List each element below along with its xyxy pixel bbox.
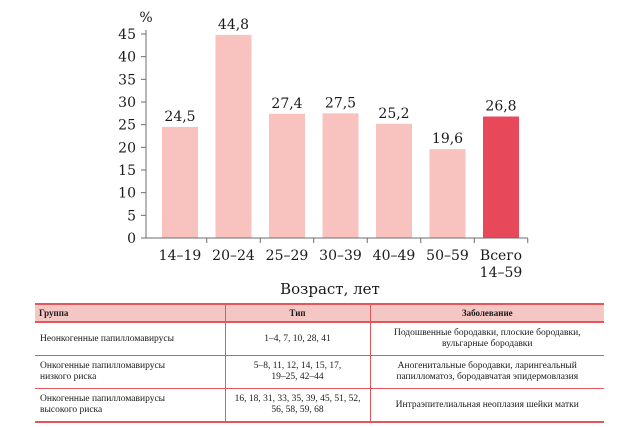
table-row: Онкогенные папилломавирусы низкого риска … [35, 355, 604, 389]
cell-type: 16, 18, 31, 33, 35, 39, 45, 51, 52, 56, 5… [224, 388, 371, 423]
bars: 24,5 44,8 27,4 27,5 25,2 19,6 26,8 [162, 17, 519, 239]
x-axis-title: Возраст, лет [280, 280, 380, 298]
bar-value-label: 24,5 [164, 109, 195, 125]
x-tick-label: 25–29 [266, 248, 309, 264]
header-disease: Заболевание [370, 303, 604, 323]
cell-type: 1–4, 7, 10, 28, 41 [224, 322, 371, 356]
bar-value-label: 26,8 [485, 99, 516, 115]
x-tick-label: 30–39 [319, 248, 362, 264]
cell-line: папилломатоз, бородавчатая эпидермовлази… [396, 372, 579, 382]
y-tick-label: 25 [118, 118, 136, 134]
cell-line: 19–25, 42–44 [271, 372, 324, 382]
table-header-row: Группа Тип Заболевание [35, 303, 604, 323]
cell-group: Неонкогенные папилломавирусы [35, 322, 225, 356]
header-type: Тип [224, 303, 371, 323]
bar-7 [483, 116, 519, 238]
cell-disease: Интраэпителиальная неоплазия шейки матки [370, 388, 604, 423]
cell-disease: Аногенитальные бородавки, ларингеальный п… [370, 355, 604, 389]
table-row: Онкогенные папилломавирусы высокого риска… [35, 388, 604, 423]
bar-value-label: 25,2 [378, 106, 409, 122]
header-group: Группа [35, 303, 225, 323]
y-unit-label: % [139, 10, 152, 26]
cell-disease: Подошвенные бородавки, плоские бородавки… [370, 322, 604, 356]
cell-line: высокого риска [40, 405, 103, 415]
x-tick-label: 20–24 [212, 248, 255, 264]
cell-line: Интраэпителиальная неоплазия шейки матки [395, 399, 579, 410]
y-tick-label: 5 [127, 208, 136, 224]
x-tick-label: 14–19 [159, 248, 202, 264]
bar-3 [269, 113, 305, 238]
cell-line: вульгарные бородавки [441, 339, 533, 349]
cell-line: Онкогенные папилломавирусы [40, 394, 166, 404]
y-tick-label: 45 [118, 27, 136, 43]
x-tick-label: 40–49 [373, 248, 416, 264]
cell-type: 5–8, 11, 12, 14, 15, 17, 19–25, 42–44 [224, 355, 371, 389]
y-tick-label: 30 [118, 95, 136, 111]
cell-line: низкого риска [40, 372, 97, 382]
bar-2 [215, 34, 252, 239]
y-tick-label: 40 [118, 50, 136, 66]
cell-group: Онкогенные папилломавирусы низкого риска [35, 355, 225, 389]
x-tick-label: 14–59 [480, 265, 523, 281]
y-tick-label: 10 [118, 186, 136, 202]
cell-line: 56, 58, 59, 68 [271, 405, 324, 415]
hpv-types-table: Группа Тип Заболевание Неонкогенные папи… [35, 303, 604, 423]
y-tick-label: 35 [118, 72, 136, 88]
bar-value-label: 27,5 [325, 95, 356, 111]
cell-line: 5–8, 11, 12, 14, 15, 17, [253, 361, 342, 371]
cell-line: Подошвенные бородавки, плоские бородавки… [393, 328, 581, 338]
cell-group: Онкогенные папилломавирусы высокого риска [35, 388, 225, 423]
y-tick-label: 15 [118, 163, 136, 179]
y-axis: 0 5 10 15 20 25 30 35 40 45 [118, 27, 147, 247]
bar-value-label: 19,6 [432, 131, 463, 147]
bar-chart: % 0 5 10 15 20 25 30 35 40 45 24,5 44,8 27,4 27,5 25,… [118, 10, 529, 298]
y-tick-label: 20 [118, 140, 136, 156]
x-tick-label: 50–59 [426, 248, 469, 264]
cell-line: Аногенитальные бородавки, ларингеальный [397, 361, 577, 371]
cell-line: Неонкогенные папилломавирусы [40, 333, 175, 344]
bar-value-label: 44,8 [218, 17, 249, 33]
y-tick-label: 0 [127, 231, 136, 247]
bar-1 [162, 126, 198, 238]
cell-line: Онкогенные папилломавирусы [40, 361, 166, 371]
bar-4 [322, 113, 359, 238]
bar-6 [429, 149, 466, 238]
bar-5 [376, 123, 412, 238]
cell-line: 16, 18, 31, 33, 35, 39, 45, 51, 52, [234, 394, 361, 404]
table-row: Неонкогенные папилломавирусы 1–4, 7, 10,… [35, 322, 604, 356]
x-tick-label: Всего [480, 248, 522, 264]
cell-line: 1–4, 7, 10, 28, 41 [264, 333, 331, 344]
bar-value-label: 27,4 [271, 96, 302, 112]
